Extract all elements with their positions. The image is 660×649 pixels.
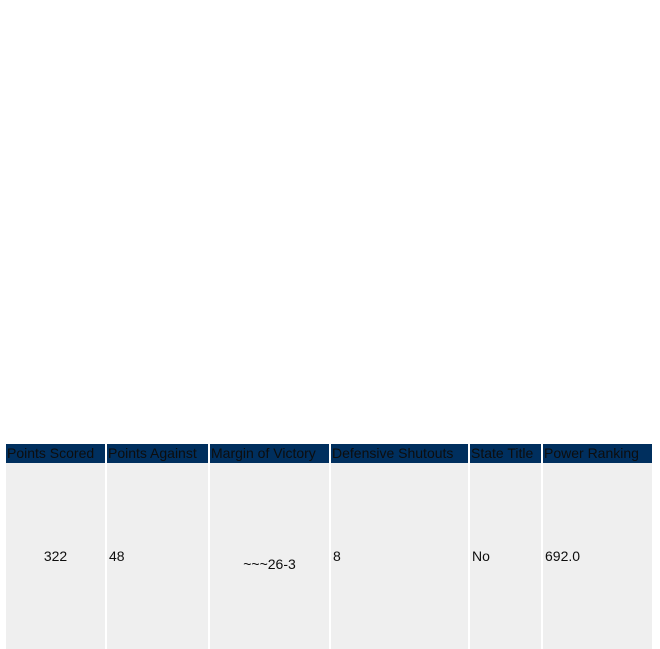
header-state-title: State Title [470, 444, 541, 463]
cell-defensive-shutouts: 8 [331, 463, 468, 649]
cell-points-scored: 322 [6, 463, 105, 649]
header-row: Points Scored Points Against Margin of V… [6, 444, 652, 463]
cell-state-title: No [470, 463, 541, 649]
cell-power-ranking: 692.0 [543, 463, 652, 649]
cell-points-against: 48 [107, 463, 208, 649]
header-defensive-shutouts: Defensive Shutouts [331, 444, 468, 463]
team-stats-table: Points Scored Points Against Margin of V… [4, 444, 654, 649]
header-points-against: Points Against [107, 444, 208, 463]
header-points-scored: Points Scored [6, 444, 105, 463]
header-margin-of-victory: Margin of Victory [210, 444, 329, 463]
table-row: 322 48 ~~~26-3 8 No 692.0 [6, 463, 652, 649]
header-power-ranking: Power Ranking [543, 444, 652, 463]
cell-margin-of-victory: ~~~26-3 [210, 463, 329, 649]
